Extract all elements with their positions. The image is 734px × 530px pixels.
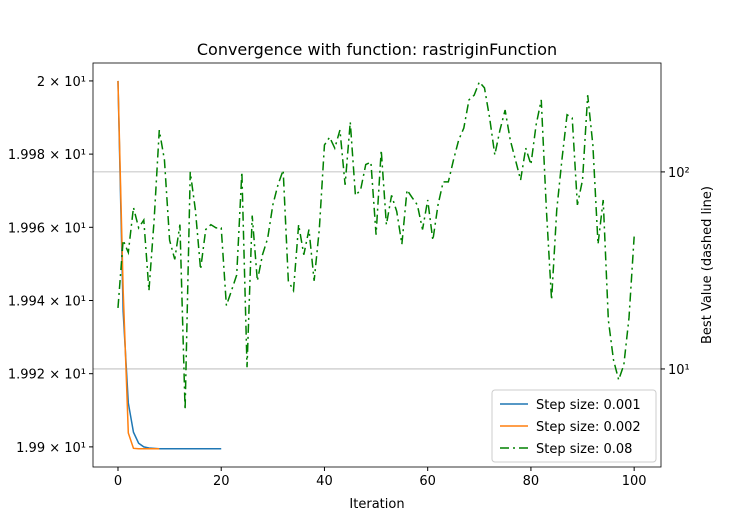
x-axis-label: Iteration — [349, 497, 404, 512]
series-line — [117, 80, 160, 450]
y-tick-label: 1.994 × 10¹ — [8, 294, 86, 309]
x-tick-label: 80 — [523, 474, 540, 489]
y-tick-label: 2 × 10¹ — [37, 75, 86, 90]
legend-label: Step size: 0.002 — [536, 420, 641, 435]
x-tick-label: 40 — [316, 474, 333, 489]
series-line — [117, 80, 222, 450]
chart-title: Convergence with function: rastriginFunc… — [197, 40, 557, 59]
x-tick-label: 100 — [622, 474, 647, 489]
legend-box — [491, 389, 657, 463]
y-tick-label: 1.992 × 10¹ — [8, 368, 86, 383]
y-tick-label: 1.998 × 10¹ — [8, 148, 86, 163]
x-tick-label: 60 — [419, 474, 436, 489]
y-tick-label: 1.99 × 10¹ — [16, 441, 86, 456]
legend-label: Step size: 0.08 — [536, 442, 632, 457]
legend-label: Step size: 0.001 — [536, 398, 641, 413]
x-tick-label: 0 — [114, 474, 122, 489]
series-line — [117, 80, 635, 410]
y2-tick-label: 10¹ — [668, 363, 690, 378]
y2-tick-label: 10² — [668, 166, 690, 181]
y2-axis-label: Best Value (dashed line) — [700, 186, 715, 344]
y-tick-label: 1.996 × 10¹ — [8, 221, 86, 236]
plot-frame — [92, 62, 662, 468]
x-tick-label: 20 — [213, 474, 230, 489]
